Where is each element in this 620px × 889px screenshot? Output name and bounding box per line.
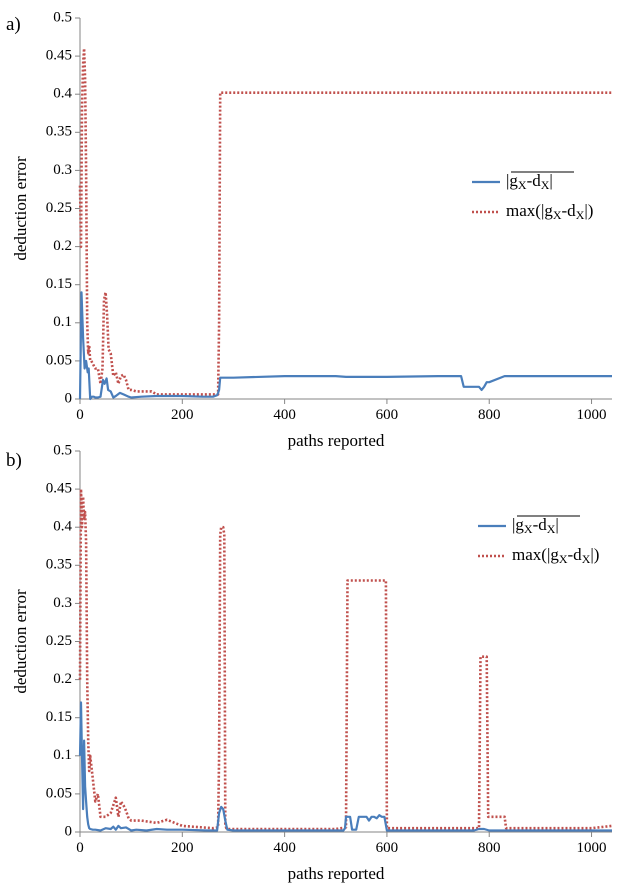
y-tick-label: 0.1: [53, 314, 72, 330]
y-tick-label: 0: [65, 390, 73, 406]
legend-mean-label: |gX-dX|: [512, 515, 559, 536]
y-tick-label: 0.35: [46, 557, 72, 573]
x-tick-label: 400: [273, 407, 296, 423]
x-tick-label: 200: [171, 840, 194, 856]
y-tick-label: 0.3: [53, 162, 72, 178]
y-tick-label: 0.05: [46, 785, 72, 801]
y-tick-label: 0.2: [53, 671, 72, 687]
y-tick-label: 0.5: [53, 9, 72, 25]
series-mean-line: [78, 701, 612, 832]
y-tick-label: 0.4: [53, 86, 72, 102]
x-tick-label: 0: [76, 407, 84, 423]
series-max-line: [78, 47, 612, 396]
y-tick-label: 0: [65, 823, 73, 839]
legend-max-label: max(|gX-dX|): [512, 545, 599, 566]
x-tick-label: 0: [76, 840, 84, 856]
x-tick-label: 400: [273, 840, 296, 856]
y-tick-label: 0.45: [46, 48, 72, 64]
y-tick-label: 0.35: [46, 124, 72, 140]
legend: |gX-dX| max(|gX-dX|): [472, 171, 593, 222]
x-axis-title: paths reported: [288, 431, 385, 450]
series-max-line: [78, 487, 613, 831]
y-tick-label: 0.1: [53, 747, 72, 763]
series-mean-line: [78, 291, 612, 401]
y-tick-label: 0.4: [53, 519, 72, 535]
legend-mean-label: |gX-dX|: [506, 171, 553, 192]
x-tick-label: 200: [171, 407, 194, 423]
y-tick-label: 0.3: [53, 595, 72, 611]
panel-label: a): [6, 14, 21, 35]
y-tick-label: 0.15: [46, 276, 72, 292]
y-tick-label: 0.5: [53, 442, 72, 458]
y-axis-title: deduction error: [11, 156, 30, 261]
panel-b: 0 0.05 0.1 0.15 0.2 0.25 0.3 0.35 0.4 0.45 0.5 0 200…: [6, 442, 613, 883]
x-tick-label: 800: [478, 407, 501, 423]
x-tick-label: 800: [478, 840, 501, 856]
panel-a: 0 0.05 0.1 0.15 0.2 0.25 0.3 0.35 0.4 0.45 0.5 0 200…: [6, 9, 612, 450]
x-tick-label: 600: [376, 840, 399, 856]
y-tick-label: 0.25: [46, 200, 72, 216]
y-tick-label: 0.15: [46, 709, 72, 725]
y-tick-label: 0.25: [46, 633, 72, 649]
y-tick-label: 0.05: [46, 352, 72, 368]
legend-max-label: max(|gX-dX|): [506, 201, 593, 222]
y-tick-label: 0.2: [53, 238, 72, 254]
x-tick-label: 1000: [577, 840, 607, 856]
y-axis-title: deduction error: [11, 589, 30, 694]
x-tick-label: 1000: [577, 407, 607, 423]
legend: |gX-dX| max(|gX-dX|): [478, 515, 599, 566]
x-axis-title: paths reported: [288, 864, 385, 883]
x-tick-label: 600: [376, 407, 399, 423]
y-tick-label: 0.45: [46, 481, 72, 497]
panel-label: b): [6, 450, 22, 471]
